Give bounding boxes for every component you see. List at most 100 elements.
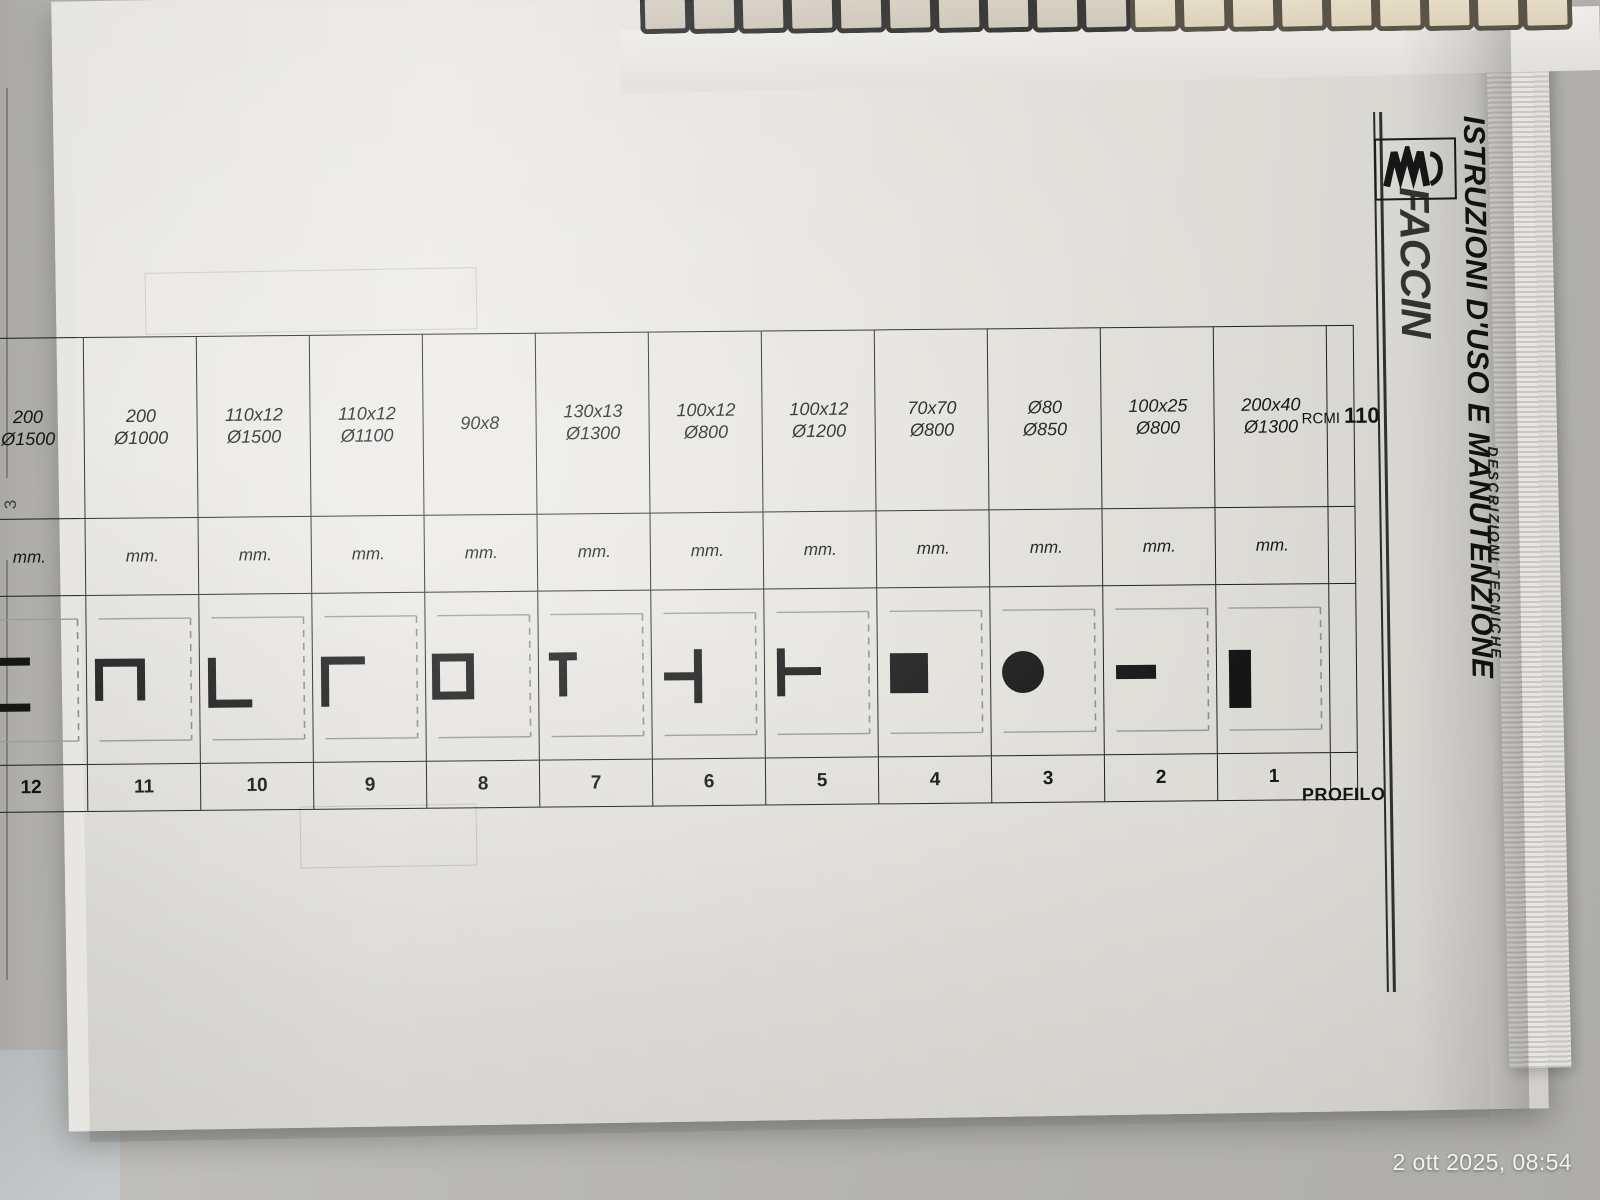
row-values-2: 100x25 Ø800 <box>1100 326 1215 509</box>
profile-shape-tee-inverted-icon <box>763 587 879 759</box>
value-line: Ø1300 <box>565 422 620 444</box>
unit-line: mm. <box>12 547 46 568</box>
value-line: 200x40 <box>1240 394 1301 416</box>
profile-shape-round-bar-icon <box>989 585 1105 756</box>
profile-shape-square-bar-filled-icon <box>876 586 992 757</box>
table-header-row: RCMI 110 PROFILO <box>1302 325 1386 805</box>
model-number: 110 <box>1343 402 1380 428</box>
value-line: Ø850 <box>1022 418 1067 440</box>
row-number-4: 4 <box>878 755 992 804</box>
row-unit-4: mm. <box>875 509 990 588</box>
unit-line: mm. <box>464 543 498 563</box>
row-unit-12: mm. <box>0 518 86 597</box>
unit-line: mm. <box>690 541 724 561</box>
value-line: Ø800 <box>683 421 728 443</box>
row-unit-1: mm. <box>1214 506 1329 585</box>
profilo-label: PROFILO <box>1302 783 1387 805</box>
unit-line: mm. <box>803 540 837 560</box>
logo-mark-icon <box>1373 137 1457 201</box>
value-line: 200 <box>12 406 43 428</box>
left-margin-rule-top <box>6 88 8 478</box>
row-values-4: 70x70 Ø800 <box>874 328 989 511</box>
row-unit-6: mm. <box>649 512 764 591</box>
value-line: 200 <box>125 405 156 427</box>
value-line: 90x8 <box>460 413 500 434</box>
row-values-11: 200 Ø1000 <box>83 336 199 519</box>
table-row[interactable]: Ø80 Ø850 mm. 3 <box>987 327 1105 803</box>
profile-shape-tee-upright-icon <box>650 589 766 760</box>
unit-line: mm. <box>125 546 159 567</box>
row-number-10: 10 <box>200 762 314 811</box>
header-shape-cell <box>1328 583 1358 753</box>
unit-line: mm. <box>351 544 385 564</box>
table-row[interactable]: 90x8 mm. 8 <box>422 333 540 809</box>
row-number-9: 9 <box>313 761 427 810</box>
header-profile-cell: PROFILO <box>1302 752 1386 805</box>
table-row[interactable]: 200 Ø1500 mm. 12 <box>0 337 88 813</box>
row-number-12: 12 <box>0 764 88 813</box>
table-row[interactable]: 110x12 Ø1500 mm. 10 <box>196 335 314 811</box>
row-number-8: 8 <box>426 760 540 809</box>
header-model-cell: RCMI 110 <box>1302 325 1380 507</box>
row-values-12: 200 Ø1500 <box>0 337 86 520</box>
value-line: Ø800 <box>909 419 954 441</box>
unit-line: mm. <box>1142 537 1176 557</box>
value-line: Ø1300 <box>1243 416 1298 437</box>
row-values-8: 90x8 <box>422 333 537 516</box>
table-row[interactable]: 100x25 Ø800 mm. 2 <box>1100 326 1218 802</box>
unit-line: mm. <box>1255 535 1289 556</box>
value-line: 130x13 <box>562 401 623 422</box>
spiral-coil <box>1472 0 1524 31</box>
table-row[interactable]: 200 Ø1000 mm. 11 <box>83 336 201 812</box>
row-values-6: 100x12 Ø800 <box>648 331 763 514</box>
value-line: 100x12 <box>788 399 849 420</box>
spiral-coil <box>1521 0 1573 31</box>
value-line: Ø1000 <box>113 427 168 448</box>
profile-shape-flat-bar-thin-icon <box>1102 584 1218 755</box>
value-line: Ø1500 <box>0 428 55 449</box>
profile-table-wrapper: RCMI 110 PROFILO 200x40 Ø1300 mm. 1 100x25 Ø800… <box>0 325 1386 813</box>
left-margin-rule-bottom <box>6 560 8 980</box>
model-prefix: RCMI <box>1301 409 1341 428</box>
value-line: Ø80 <box>1027 397 1062 418</box>
row-unit-5: mm. <box>762 510 877 590</box>
profile-shape-square-tube-icon <box>424 591 540 762</box>
header-unit-cell <box>1327 506 1356 584</box>
row-unit-9: mm. <box>311 515 425 594</box>
table-row[interactable]: 100x12 Ø800 mm. 6 <box>648 331 766 807</box>
row-unit-11: mm. <box>85 517 199 596</box>
row-values-9: 110x12 Ø1100 <box>309 334 425 517</box>
table-row[interactable]: 100x12 Ø1200 mm. 5 <box>761 329 879 806</box>
unit-line: mm. <box>238 545 272 566</box>
table-row[interactable]: 70x70 Ø800 mm. 4 <box>874 328 992 804</box>
row-unit-8: mm. <box>424 514 538 593</box>
value-line: Ø800 <box>1135 417 1180 438</box>
table-row[interactable]: 110x12 Ø1100 mm. 9 <box>309 334 427 810</box>
profile-shape-angle-L-mirror-icon <box>198 593 314 764</box>
unit-line: mm. <box>577 542 611 562</box>
value-line: 110x12 <box>337 403 396 424</box>
value-line: 110x12 <box>224 404 283 426</box>
table-row[interactable]: 130x13 Ø1300 mm. 7 <box>535 332 653 808</box>
profile-shape-channel-U-mirror-icon <box>0 595 88 766</box>
value-line: Ø1200 <box>791 420 846 442</box>
unit-line: mm. <box>916 539 950 559</box>
row-number-7: 7 <box>539 759 653 808</box>
row-number-2: 2 <box>1104 753 1218 802</box>
row-number-3: 3 <box>991 754 1105 803</box>
profile-shape-angle-L-icon <box>311 592 427 763</box>
printed-sheet: FACCIN ISTRUZIONI D'USO E MANUTENZIONE D… <box>0 112 1504 992</box>
value-line: 100x25 <box>1127 395 1188 417</box>
row-number-5: 5 <box>765 756 879 806</box>
value-line: Ø1500 <box>226 426 281 447</box>
logo-glyph-icon <box>1383 145 1443 190</box>
profile-shape-tee-side-icon <box>537 590 653 761</box>
unit-line: mm. <box>1029 538 1063 558</box>
profile-shape-channel-C-icon <box>85 594 201 765</box>
value-line: 70x70 <box>906 398 957 419</box>
faccin-logo: FACCIN <box>1366 137 1466 400</box>
row-unit-7: mm. <box>536 513 651 592</box>
table-row[interactable]: 200x40 Ø1300 mm. 1 <box>1213 325 1331 801</box>
value-line: 100x12 <box>675 400 736 421</box>
row-values-3: Ø80 Ø850 <box>987 327 1102 510</box>
